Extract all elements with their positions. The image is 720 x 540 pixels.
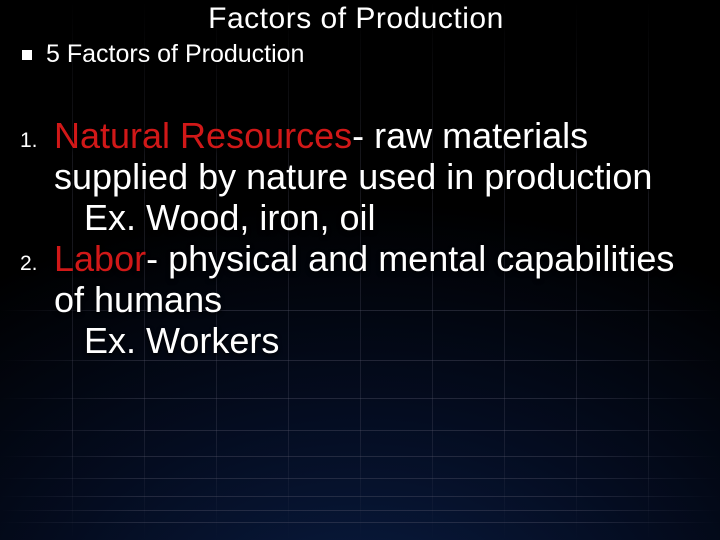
item-example: Ex. Workers (54, 320, 279, 361)
bullet-square-icon (22, 50, 32, 60)
item-number: 1. (20, 129, 44, 153)
slide-content: Factors of Production 5 Factors of Produ… (0, 0, 720, 540)
list-item: 1. Natural Resources- raw materials supp… (18, 115, 694, 238)
numbered-list: 1. Natural Resources- raw materials supp… (18, 115, 694, 361)
slide-subtitle: 5 Factors of Production (46, 40, 304, 69)
list-item: 2. Labor- physical and mental capabiliti… (18, 238, 694, 361)
item-term: Natural Resources (54, 115, 352, 156)
example-text: Wood, iron, oil (136, 197, 375, 238)
item-body: Labor- physical and mental capabilities … (54, 238, 694, 361)
item-example: Ex. Wood, iron, oil (54, 197, 375, 238)
slide-title: Factors of Production (18, 0, 694, 36)
item-number: 2. (20, 252, 44, 276)
subtitle-row: 5 Factors of Production (18, 40, 694, 69)
example-label: Ex. (84, 197, 136, 238)
example-text: Workers (136, 320, 279, 361)
item-body: Natural Resources- raw materials supplie… (54, 115, 694, 238)
item-definition: - physical and mental capabilities of hu… (54, 238, 674, 320)
item-term: Labor (54, 238, 146, 279)
example-label: Ex. (84, 320, 136, 361)
